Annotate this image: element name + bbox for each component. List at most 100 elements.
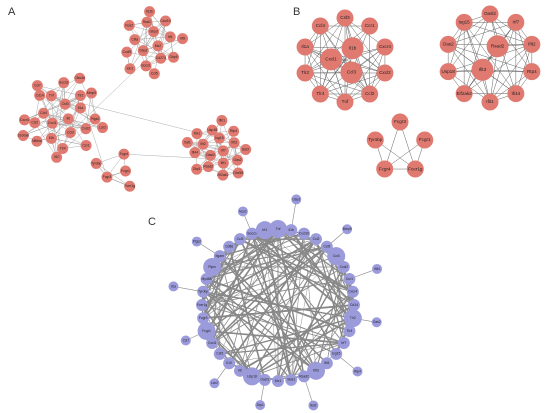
node-label: Ccl2 (365, 91, 375, 96)
node (123, 19, 135, 31)
node (62, 113, 74, 125)
node (336, 9, 354, 27)
node (343, 309, 362, 328)
node (191, 163, 203, 175)
node-label: Fcgr3 (103, 175, 112, 179)
node-label: Xaf1 (184, 140, 191, 144)
node-label: Ccl5 (151, 72, 158, 76)
node-label: Ptgs2 (193, 239, 201, 243)
node-label: Fcgr3 (394, 119, 406, 124)
node (337, 337, 350, 349)
node-label: S100a8 (17, 133, 29, 137)
node-label: Cxcl9 (123, 50, 132, 54)
node (523, 35, 541, 53)
node-label: Ptgs2 (91, 117, 100, 121)
node-label: Cxcl2 (82, 127, 91, 131)
node (406, 160, 424, 178)
node-label: Socs1 (141, 64, 151, 68)
node-label: Csf3 (216, 352, 223, 356)
node-label: Tyrobp (368, 137, 382, 142)
edge (251, 246, 328, 377)
node-label: Cd86 (225, 245, 233, 249)
node (97, 122, 109, 134)
node (197, 138, 209, 150)
node (234, 233, 246, 246)
node (361, 85, 379, 103)
edge (23, 95, 81, 136)
edge (239, 238, 305, 377)
node-label: Fcgr4 (120, 152, 129, 156)
edge (129, 25, 161, 59)
node-label: Tlr2 (350, 316, 356, 320)
node-label: Tnf (276, 227, 281, 231)
node (89, 113, 101, 125)
node (152, 40, 164, 52)
node (240, 143, 252, 155)
node-label: Ifi44 (512, 91, 521, 96)
node-label: Il1b (49, 136, 55, 140)
node (455, 13, 473, 31)
edge (219, 256, 253, 377)
node (120, 165, 132, 177)
node-label: Cxcr4 (348, 290, 357, 294)
node (416, 131, 434, 149)
node-label: Ifit1 (324, 361, 330, 365)
node (206, 124, 218, 136)
node (308, 400, 319, 411)
node-label: Oas2 (443, 42, 454, 47)
edge (251, 233, 317, 372)
node (213, 347, 226, 360)
node-label: Fcgr3 (199, 316, 208, 320)
node-label: Usp18 (442, 69, 456, 74)
node-label: Gbp2 (139, 49, 147, 53)
node (204, 149, 216, 161)
node-label: Tlr2 (301, 70, 309, 75)
node-label: Ifit1 (221, 161, 227, 165)
node-label: Il1a (301, 44, 309, 49)
node-label: Clec4e (74, 76, 85, 80)
node (58, 77, 70, 89)
node (45, 132, 57, 144)
node (291, 194, 302, 205)
node-label: Isg15 (459, 20, 471, 25)
node (155, 52, 167, 64)
node-label: Ido1 (127, 67, 134, 71)
node-label: Socs3 (247, 231, 257, 235)
edge (211, 246, 328, 344)
node-label: Tlr2 (78, 93, 84, 97)
node (124, 63, 136, 75)
node (217, 145, 229, 157)
edge (39, 95, 86, 129)
edge (24, 95, 81, 121)
node (90, 157, 102, 169)
edge (211, 229, 292, 344)
node (74, 89, 86, 101)
node-label: Cxcl2 (340, 265, 349, 269)
node-label: Ifit2 (200, 142, 206, 146)
node (164, 31, 176, 43)
edge (489, 44, 533, 103)
node-label: Ifit3 (479, 67, 487, 72)
node (118, 148, 130, 160)
node (455, 85, 473, 103)
edge (145, 22, 148, 66)
node (17, 130, 29, 142)
node-label: Tlr4 (60, 146, 66, 150)
node-label: Il12b (146, 10, 153, 14)
node (191, 128, 203, 140)
node-label: Tnf (342, 99, 349, 104)
node-label: Cxcr4 (20, 118, 29, 122)
node (361, 17, 379, 35)
node (168, 51, 180, 63)
node (228, 137, 240, 149)
edge (206, 330, 344, 344)
node-label: Il10 (226, 361, 232, 365)
node (507, 85, 525, 103)
edge (203, 304, 355, 319)
node-label: Tyrobp (91, 161, 101, 165)
node-label: Ccl4 (333, 254, 340, 258)
node-label: Ifit1 (486, 99, 494, 104)
node-label: Oasl2 (484, 11, 496, 16)
edge (304, 72, 370, 95)
